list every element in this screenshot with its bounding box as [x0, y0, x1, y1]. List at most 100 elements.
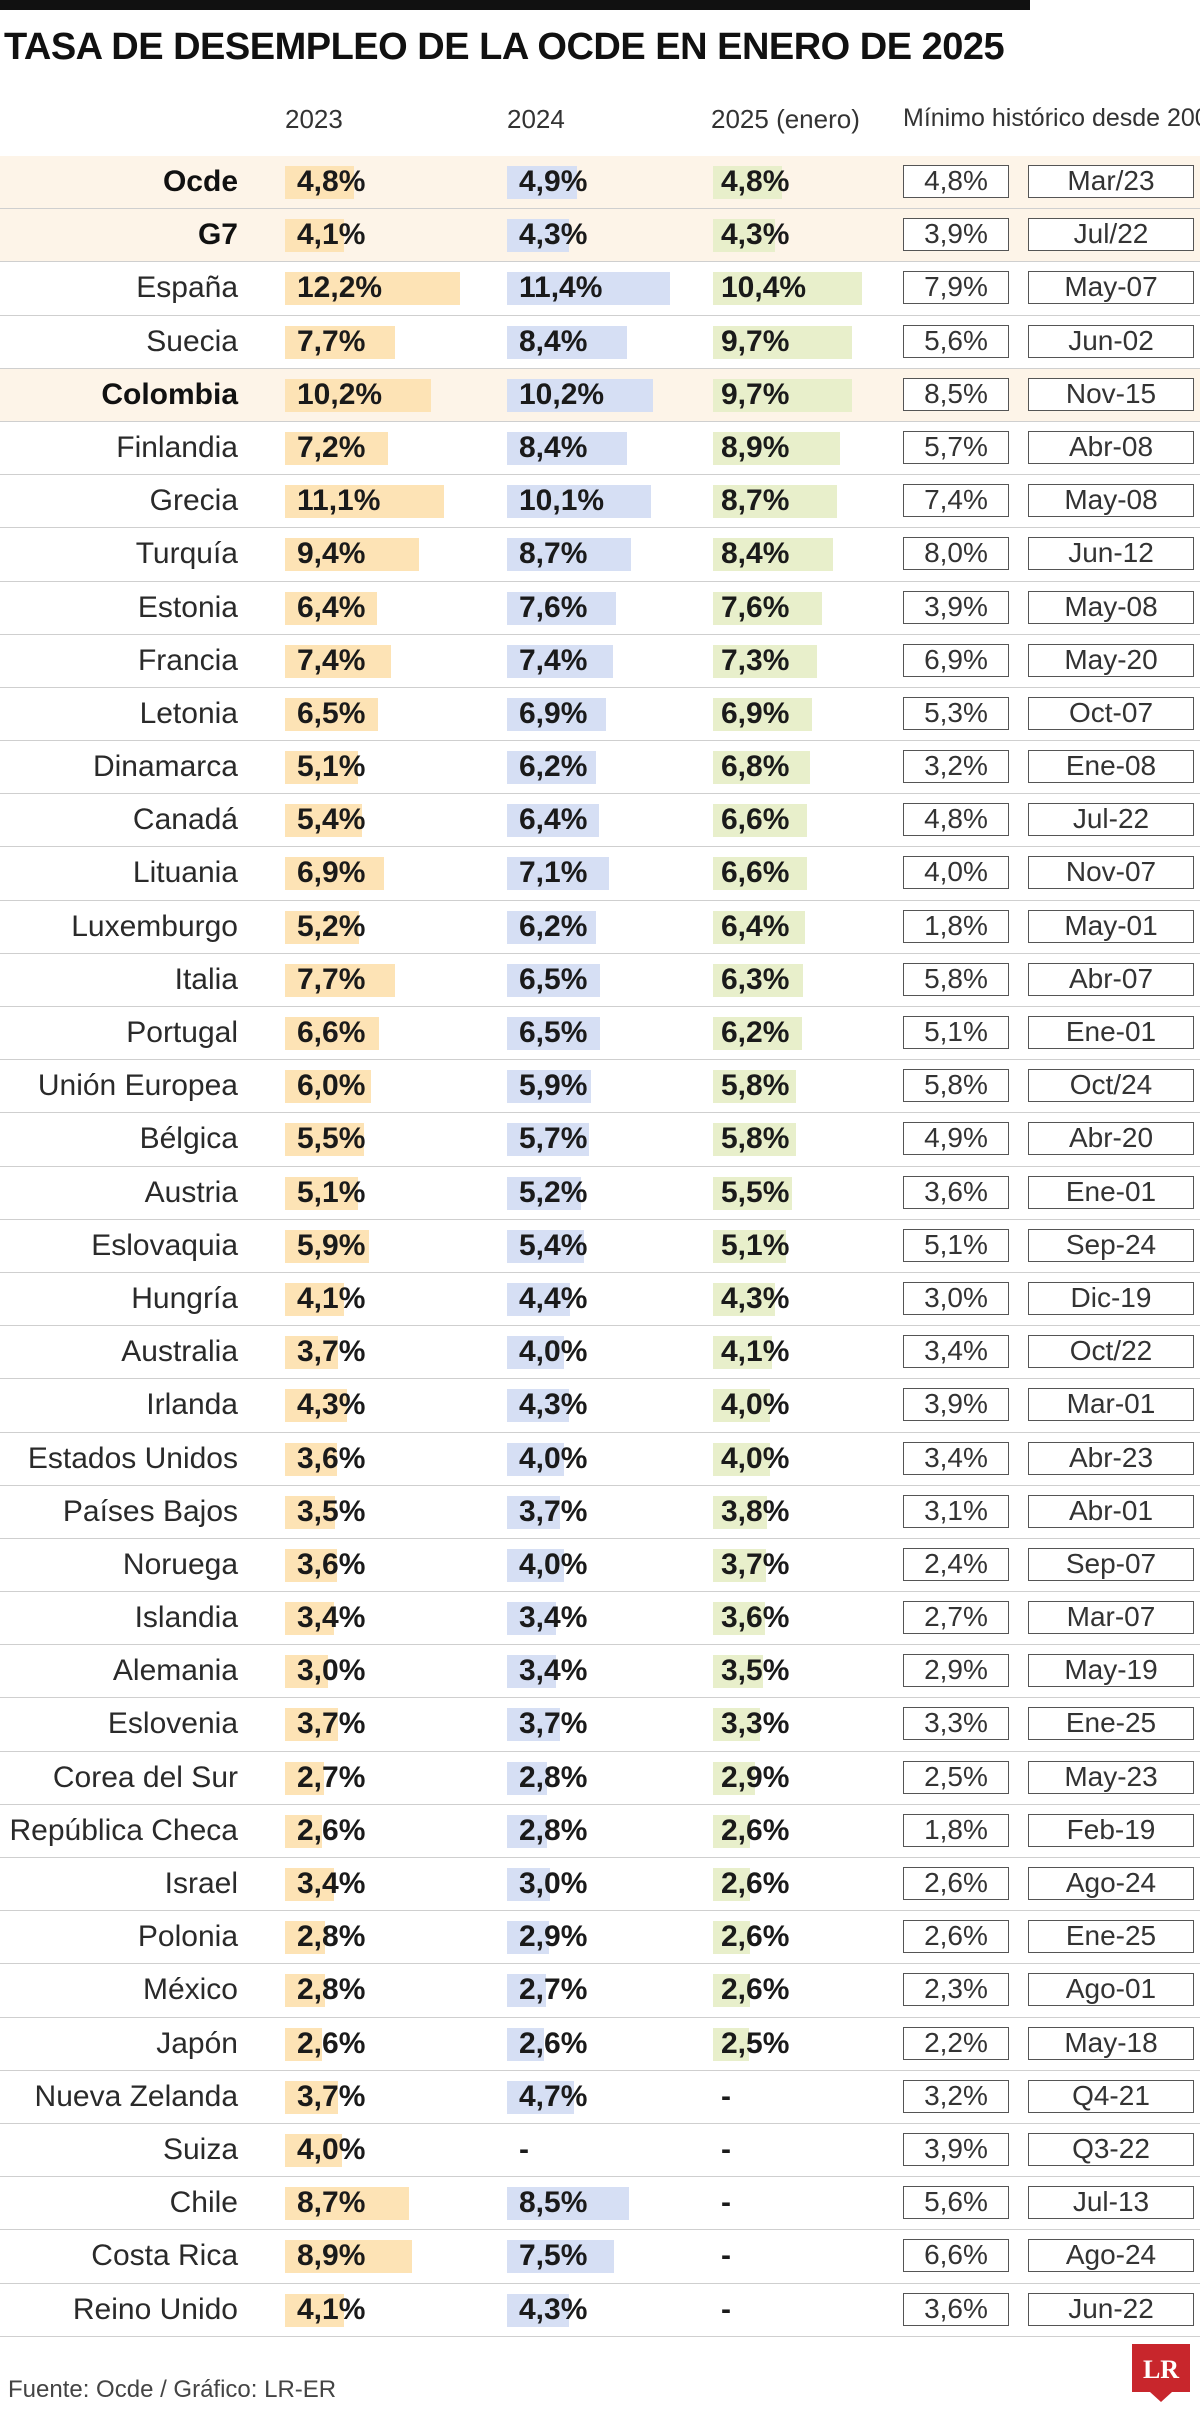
- historic-minimum-date: Oct-07: [1028, 696, 1194, 730]
- country-label: Corea del Sur: [52, 1760, 238, 1794]
- historic-minimum: 4,8%: [903, 803, 1009, 837]
- historic-minimum-date: Abr-20: [1028, 1122, 1194, 1156]
- historic-minimum: 3,1%: [903, 1494, 1009, 1528]
- value-2024: 4,0%: [519, 1441, 588, 1475]
- bar-2023: [285, 2133, 343, 2167]
- value-2024: 5,2%: [519, 1175, 588, 1209]
- country-label: México: [142, 1973, 238, 2007]
- bar-2025: [713, 1921, 751, 1955]
- historic-minimum-date: Abr-08: [1028, 430, 1194, 464]
- value-2025: 8,4%: [721, 537, 790, 571]
- value-2024: 6,5%: [519, 962, 588, 996]
- value-2023: 11,1%: [297, 484, 381, 518]
- bar-2025: [713, 1442, 771, 1476]
- country-label: Islandia: [134, 1601, 238, 1635]
- bar-2024: [507, 1176, 582, 1210]
- country-label: Lituania: [132, 856, 238, 890]
- table-row: República Checa 2,6% 2,8% 2,6% 1,8% Feb-19: [0, 1805, 1200, 1858]
- table-row: Suiza 4,0% - - 3,9% Q3-22: [0, 2124, 1200, 2178]
- value-2024: 5,4%: [519, 1228, 588, 1262]
- bar-2024: [507, 697, 606, 731]
- table-row: Irlanda 4,3% 4,3% 4,0% 3,9% Mar-01: [0, 1379, 1200, 1433]
- historic-minimum-date: Nov-15: [1028, 377, 1194, 411]
- historic-minimum: 2,6%: [903, 1920, 1009, 1954]
- value-2024: -: [519, 2132, 529, 2166]
- bar-2025: [713, 1708, 761, 1742]
- country-label: Turquía: [135, 537, 238, 571]
- bar-2023: [285, 1389, 347, 1423]
- value-2025: 7,3%: [721, 643, 790, 677]
- column-header-2024: 2024: [507, 104, 565, 134]
- value-2025: -: [721, 2132, 731, 2166]
- historic-minimum-date: Feb-19: [1028, 1813, 1194, 1847]
- country-label: Grecia: [149, 484, 238, 518]
- bar-2024: [507, 2293, 569, 2327]
- historic-minimum: 3,9%: [903, 1388, 1009, 1422]
- historic-minimum: 2,7%: [903, 1601, 1009, 1635]
- value-2023: 3,4%: [297, 1601, 366, 1635]
- value-2025: 6,6%: [721, 856, 790, 890]
- country-label: Suecia: [146, 324, 238, 358]
- bar-2023: [285, 325, 396, 359]
- bar-2025: [713, 644, 818, 678]
- bar-2023: [285, 1282, 344, 1316]
- bar-2025: [713, 804, 808, 838]
- historic-minimum-date: May-08: [1028, 590, 1194, 624]
- bar-2025: [713, 1389, 771, 1423]
- value-2025: 6,3%: [721, 962, 790, 996]
- value-2023: 12,2%: [297, 271, 383, 305]
- historic-minimum: 8,0%: [903, 537, 1009, 571]
- bar-2024: [507, 804, 599, 838]
- historic-minimum-date: Nov-07: [1028, 856, 1194, 890]
- bar-2024: [507, 963, 600, 997]
- chart-title: TASA DE DESEMPLEO DE LA OCDE EN ENERO DE…: [4, 26, 1005, 68]
- historic-minimum: 3,9%: [903, 2132, 1009, 2166]
- bar-2025: [713, 1017, 802, 1050]
- country-label: Luxemburgo: [71, 909, 238, 943]
- table-row: Eslovaquia 5,9% 5,4% 5,1% 5,1% Sep-24: [0, 1220, 1200, 1273]
- bar-2023: [285, 1123, 364, 1157]
- country-label: Italia: [174, 962, 238, 996]
- value-2024: 2,8%: [519, 1760, 588, 1794]
- historic-minimum: 5,1%: [903, 1016, 1009, 1049]
- value-2023: 7,7%: [297, 324, 366, 358]
- historic-minimum-date: May-20: [1028, 643, 1194, 677]
- historic-minimum: 3,9%: [903, 218, 1009, 252]
- value-2024: 4,0%: [519, 1335, 588, 1369]
- bar-2024: [507, 431, 628, 465]
- bar-2023: [285, 1336, 338, 1370]
- bar-2023: [285, 751, 358, 785]
- table-row: Ocde 4,8% 4,9% 4,8% 4,8% Mar/23: [0, 156, 1200, 210]
- table-row: Estonia 6,4% 7,6% 7,6% 3,9% May-08: [0, 582, 1200, 635]
- value-2024: 4,0%: [519, 1547, 588, 1581]
- historic-minimum-date: Ago-24: [1028, 1867, 1194, 1900]
- bar-2023: [285, 1229, 370, 1263]
- historic-minimum-date: Oct/22: [1028, 1335, 1194, 1369]
- bar-2023: [285, 2293, 344, 2327]
- bar-2023: [285, 910, 360, 944]
- bar-2025: [713, 166, 782, 199]
- bar-2024: [507, 1495, 560, 1529]
- bar-2024: [507, 272, 670, 306]
- value-2025: 5,8%: [721, 1122, 790, 1156]
- historic-minimum: 5,7%: [903, 430, 1009, 464]
- value-2023: 4,1%: [297, 2292, 366, 2326]
- table-row: Grecia 11,1% 10,1% 8,7% 7,4% May-08: [0, 475, 1200, 529]
- historic-minimum-date: Ene-01: [1028, 1175, 1194, 1209]
- bar-2024: [507, 1336, 565, 1370]
- lr-logo: LR: [1132, 2344, 1190, 2402]
- value-2023: 5,4%: [297, 803, 366, 837]
- historic-minimum-date: Q4-21: [1028, 2079, 1194, 2113]
- value-2024: 6,2%: [519, 909, 588, 943]
- historic-minimum-date: Abr-07: [1028, 962, 1194, 996]
- value-2024: 3,7%: [519, 1707, 588, 1741]
- value-2023: 7,7%: [297, 962, 366, 996]
- svg-text:LR: LR: [1143, 2355, 1179, 2384]
- bar-2023: [285, 1921, 325, 1955]
- bar-2024: [507, 538, 632, 572]
- bar-2023: [285, 2027, 323, 2061]
- table-row: Nueva Zelanda 3,7% 4,7% - 3,2% Q4-21: [0, 2071, 1200, 2124]
- historic-minimum: 7,9%: [903, 271, 1009, 305]
- bar-2023: [285, 272, 460, 306]
- value-2023: 5,1%: [297, 1175, 366, 1209]
